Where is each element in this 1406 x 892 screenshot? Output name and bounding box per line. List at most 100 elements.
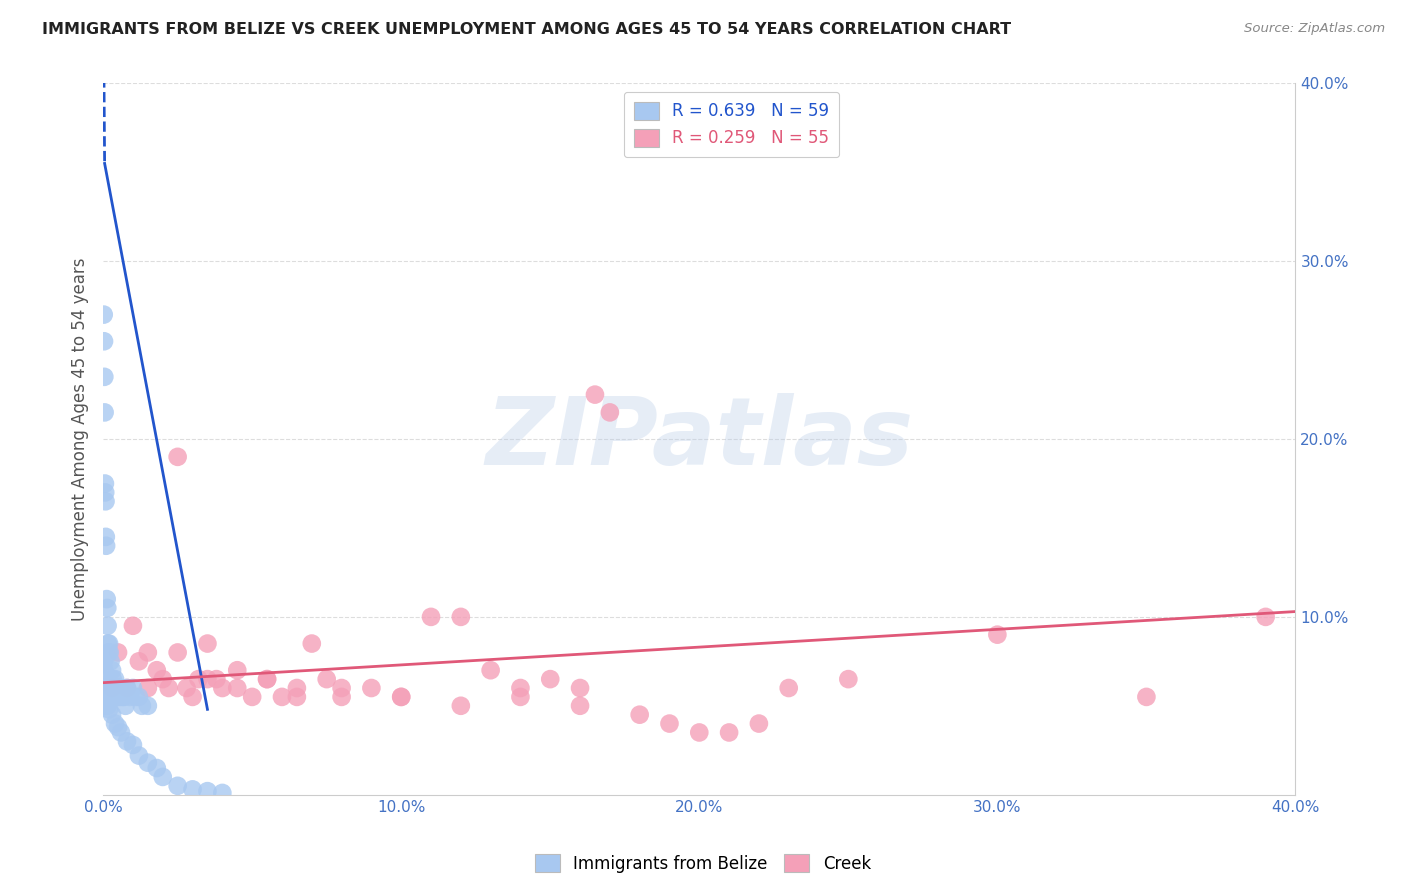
Point <box>240 690 263 704</box>
Point <box>718 725 741 739</box>
Text: ZIPatlas: ZIPatlas <box>485 393 914 485</box>
Point <box>569 698 592 713</box>
Point <box>94 494 117 508</box>
Point <box>101 707 124 722</box>
Point <box>1254 610 1277 624</box>
Point <box>93 654 115 668</box>
Point <box>583 387 606 401</box>
Point <box>211 786 233 800</box>
Point <box>599 405 621 419</box>
Text: IMMIGRANTS FROM BELIZE VS CREEK UNEMPLOYMENT AMONG AGES 45 TO 54 YEARS CORRELATI: IMMIGRANTS FROM BELIZE VS CREEK UNEMPLOY… <box>42 22 1011 37</box>
Point <box>93 672 115 686</box>
Point <box>104 681 127 695</box>
Point <box>628 707 651 722</box>
Point <box>330 681 353 695</box>
Point <box>166 450 188 464</box>
Point <box>285 681 308 695</box>
Point <box>97 645 120 659</box>
Point <box>509 681 531 695</box>
Point <box>197 636 219 650</box>
Point <box>98 702 121 716</box>
Point <box>226 663 249 677</box>
Point <box>131 698 153 713</box>
Point <box>136 645 159 659</box>
Point <box>146 663 169 677</box>
Text: Source: ZipAtlas.com: Source: ZipAtlas.com <box>1244 22 1385 36</box>
Point <box>778 681 800 695</box>
Point <box>108 690 131 704</box>
Point <box>114 698 136 713</box>
Point <box>101 663 124 677</box>
Point <box>97 619 120 633</box>
Point <box>100 654 122 668</box>
Point <box>197 784 219 798</box>
Point <box>128 654 150 668</box>
Point <box>97 636 120 650</box>
Point <box>146 761 169 775</box>
Point <box>658 716 681 731</box>
Point <box>256 672 278 686</box>
Point <box>128 748 150 763</box>
Point <box>115 734 138 748</box>
Point <box>122 738 145 752</box>
Point <box>152 770 174 784</box>
Point <box>104 672 127 686</box>
Point <box>986 628 1008 642</box>
Point <box>509 690 531 704</box>
Point <box>166 779 188 793</box>
Point <box>187 672 209 686</box>
Point <box>157 681 180 695</box>
Point <box>94 530 117 544</box>
Point <box>93 334 115 349</box>
Point <box>122 619 145 633</box>
Point <box>176 681 198 695</box>
Point <box>450 610 472 624</box>
Point <box>103 681 125 695</box>
Point <box>112 690 135 704</box>
Point <box>330 690 353 704</box>
Point <box>450 698 472 713</box>
Point <box>569 681 592 695</box>
Point <box>122 681 145 695</box>
Point <box>93 369 115 384</box>
Legend: Immigrants from Belize, Creek: Immigrants from Belize, Creek <box>529 847 877 880</box>
Point <box>94 690 117 704</box>
Point <box>166 645 188 659</box>
Point <box>107 720 129 734</box>
Point <box>98 636 121 650</box>
Point <box>94 539 117 553</box>
Y-axis label: Unemployment Among Ages 45 to 54 years: Unemployment Among Ages 45 to 54 years <box>72 257 89 621</box>
Point <box>110 681 132 695</box>
Point <box>93 681 115 695</box>
Point <box>104 716 127 731</box>
Point <box>389 690 412 704</box>
Point <box>136 698 159 713</box>
Point <box>688 725 710 739</box>
Point <box>136 756 159 770</box>
Point <box>136 681 159 695</box>
Point <box>94 476 117 491</box>
Point <box>93 663 115 677</box>
Point <box>181 690 204 704</box>
Point <box>360 681 382 695</box>
Point <box>128 690 150 704</box>
Point <box>94 485 117 500</box>
Point <box>205 672 228 686</box>
Legend: R = 0.639   N = 59, R = 0.259   N = 55: R = 0.639 N = 59, R = 0.259 N = 55 <box>624 92 839 158</box>
Point <box>94 684 117 698</box>
Point <box>152 672 174 686</box>
Point <box>115 681 138 695</box>
Point <box>101 672 124 686</box>
Point <box>101 681 124 695</box>
Point <box>98 645 121 659</box>
Point <box>389 690 412 704</box>
Point <box>107 645 129 659</box>
Point <box>1135 690 1157 704</box>
Point <box>301 636 323 650</box>
Point <box>110 725 132 739</box>
Point <box>107 681 129 695</box>
Point <box>479 663 502 677</box>
Point <box>211 681 233 695</box>
Point <box>226 681 249 695</box>
Point <box>125 690 148 704</box>
